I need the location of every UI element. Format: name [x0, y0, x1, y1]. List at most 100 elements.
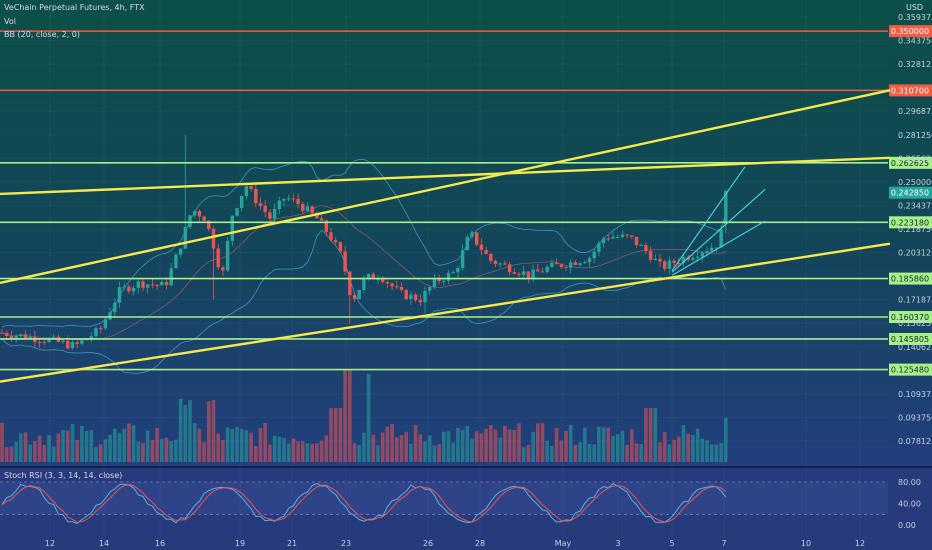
volume-bar — [155, 427, 159, 462]
volume-bar — [277, 436, 282, 462]
volume-bar — [592, 444, 596, 462]
volume-bar — [207, 401, 211, 462]
level-tag — [889, 156, 932, 169]
volume-bar — [113, 428, 117, 462]
volume-bar — [56, 433, 61, 462]
volume-bar — [333, 408, 338, 462]
volume-bar — [272, 435, 277, 462]
volume-bar — [51, 446, 56, 462]
candle-body — [493, 260, 498, 265]
price-tick-label: 0.328125 — [898, 60, 932, 69]
time-tick-label: 10 — [801, 539, 811, 548]
volume-bar — [611, 435, 615, 462]
time-tick-label: May — [555, 539, 572, 548]
candle-body — [714, 247, 719, 249]
volume-bar — [418, 434, 423, 462]
candle-body — [428, 287, 432, 291]
volume-bar — [681, 425, 686, 462]
candle-body — [310, 206, 314, 214]
candle-body — [221, 267, 225, 271]
candle-body — [719, 229, 723, 248]
candle-body — [338, 242, 343, 252]
candle-body — [573, 262, 578, 265]
candle-body — [263, 205, 267, 213]
candle-body — [61, 340, 65, 342]
price-tick-label: 0.296875 — [898, 107, 932, 116]
volume-bar — [390, 423, 394, 462]
candle-body — [178, 248, 183, 255]
candle-body — [23, 334, 28, 339]
candle-body — [249, 186, 253, 189]
candle-body — [155, 284, 159, 286]
candle-body — [343, 251, 347, 272]
volume-bar — [691, 434, 695, 462]
volume-bar — [183, 405, 188, 462]
volume-bar — [244, 430, 249, 462]
volume-bar — [465, 425, 470, 462]
volume-bar — [658, 442, 662, 462]
channel-line — [671, 166, 746, 272]
candle-body — [315, 213, 319, 219]
volume-bar — [188, 399, 192, 462]
price-tick-label: 0.109375 — [898, 390, 932, 399]
volume-bar — [80, 425, 84, 462]
candle-body — [409, 294, 413, 300]
volume-bar — [686, 433, 690, 462]
volume-bar — [512, 430, 517, 462]
volume-bar — [376, 445, 380, 462]
volume-bar — [42, 445, 47, 462]
volume-bar — [399, 435, 404, 462]
volume-bar — [371, 434, 376, 462]
volume-bar — [75, 439, 79, 462]
volume-bar — [352, 443, 357, 462]
price-tag — [889, 186, 932, 199]
time-tick-label: 5 — [669, 539, 674, 548]
time-tick-label: 19 — [235, 539, 245, 548]
candle-body — [592, 251, 596, 259]
volume-bar — [343, 368, 347, 462]
volume-bar — [625, 444, 629, 462]
volume-bar — [14, 441, 18, 462]
candle-body — [216, 248, 220, 268]
candle-body — [19, 334, 23, 336]
stoch-tick-label: 40.00 — [898, 500, 921, 509]
bollinger-basis — [1, 205, 726, 340]
volume-bar — [451, 442, 455, 462]
volume-bar — [164, 437, 169, 462]
volume-bar — [296, 441, 300, 462]
channel-line — [671, 220, 766, 276]
candle-body — [188, 215, 192, 228]
candle-body — [296, 198, 300, 205]
volume-bar — [446, 431, 451, 462]
candle-body — [136, 281, 140, 288]
volume-bar — [709, 444, 714, 462]
stoch-tick-label: 80.00 — [898, 478, 921, 487]
level-tag-label: 0.185860 — [891, 275, 929, 284]
candle-body — [395, 286, 399, 288]
candle-body — [42, 342, 46, 344]
volume-bar — [385, 426, 390, 462]
volume-bar — [606, 427, 611, 462]
volume-bar — [329, 408, 333, 462]
candle-body — [113, 302, 117, 313]
candle-body — [630, 235, 634, 237]
volume-bar — [216, 433, 220, 462]
volume-bar — [291, 438, 296, 462]
volume-bar — [117, 433, 122, 462]
candle-body — [390, 283, 394, 287]
stoch-k-line — [1, 482, 727, 524]
candle-body — [89, 336, 93, 339]
volume-bar — [526, 444, 531, 462]
volume-bar — [136, 441, 141, 462]
volume-bar — [268, 444, 272, 462]
volume-bar — [653, 408, 658, 462]
level-tag — [889, 25, 932, 38]
candle-body — [66, 340, 70, 349]
candle-body — [287, 198, 291, 200]
trendline — [0, 89, 891, 285]
volume-bar — [639, 444, 643, 462]
bollinger-lower — [1, 229, 727, 374]
volume-bar — [432, 445, 437, 462]
